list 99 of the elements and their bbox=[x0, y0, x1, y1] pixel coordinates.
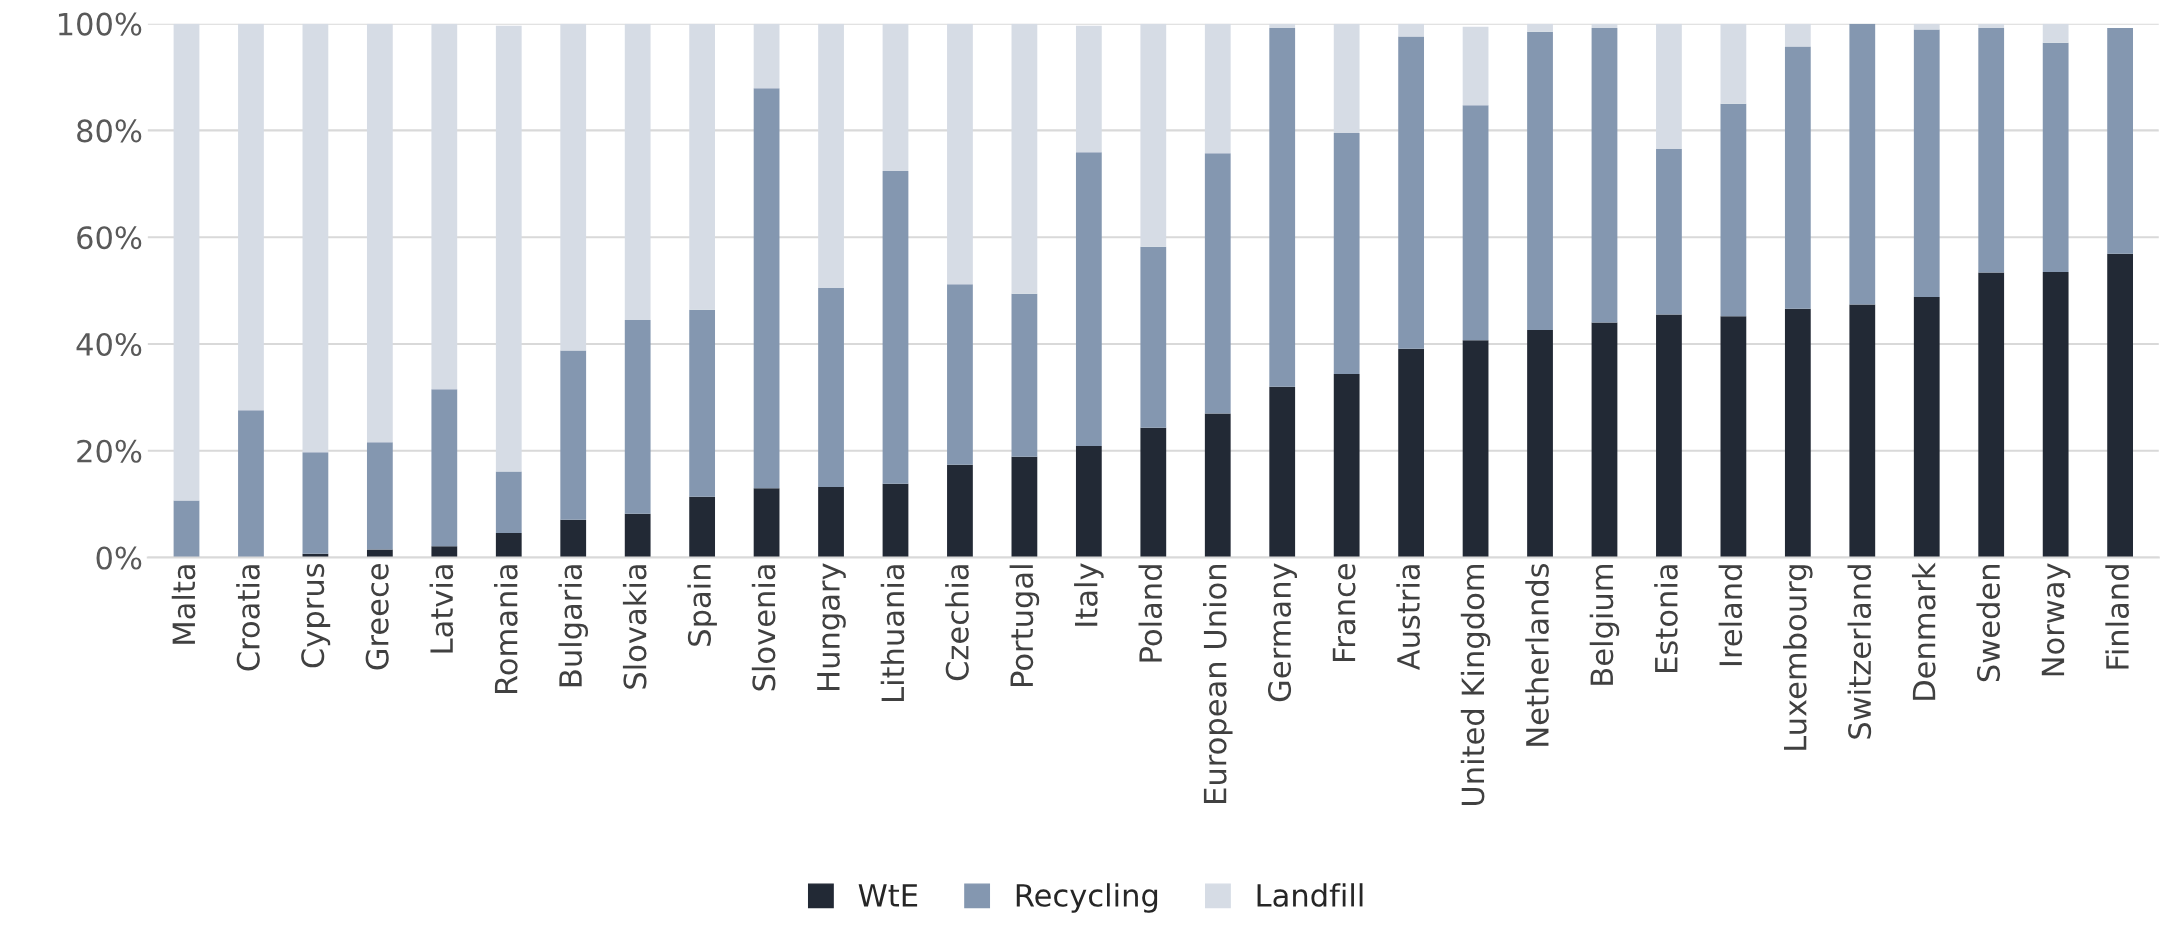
legend-label: Recycling bbox=[1016, 883, 1158, 913]
bar bbox=[238, 410, 264, 558]
bar bbox=[1591, 27, 1618, 323]
x-tick-label: European Union bbox=[1202, 565, 1233, 803]
x-tick-label: Netherlands bbox=[1525, 563, 1549, 746]
bar bbox=[1462, 340, 1489, 558]
y-tick-label: 0% bbox=[96, 546, 142, 570]
bar bbox=[495, 532, 522, 558]
bar bbox=[1720, 103, 1747, 317]
x-tick-label: Sweden bbox=[1976, 565, 2001, 682]
legend-label: Landfill bbox=[1257, 883, 1363, 907]
bar bbox=[366, 442, 393, 550]
x-tick-label: Bulgaria bbox=[558, 565, 589, 687]
bar bbox=[1398, 36, 1425, 349]
bar bbox=[560, 519, 587, 558]
bar bbox=[1849, 304, 1876, 558]
bar bbox=[624, 513, 651, 558]
bar bbox=[1527, 31, 1553, 331]
x-tick-label: Denmark bbox=[1911, 562, 1936, 700]
bar bbox=[818, 287, 844, 488]
x-tick-label: Italy bbox=[1074, 563, 1104, 626]
bar bbox=[2042, 271, 2069, 558]
x-tick-label: Poland bbox=[1138, 565, 1163, 662]
bar bbox=[1527, 330, 1553, 558]
bar bbox=[1656, 314, 1682, 558]
x-tick-label: Slovakia bbox=[622, 565, 647, 689]
bar bbox=[1656, 149, 1682, 315]
bar bbox=[1269, 27, 1296, 387]
bar bbox=[947, 464, 973, 558]
x-tick-label: Slovenia bbox=[751, 565, 776, 691]
x-tick-label: Norway bbox=[2041, 563, 2071, 676]
y-tick-label: 20% bbox=[77, 439, 142, 463]
bar bbox=[1462, 26, 1489, 106]
bar bbox=[624, 319, 651, 514]
x-tick-label: Lithuania bbox=[880, 565, 905, 701]
bar bbox=[1011, 293, 1038, 457]
y-tick-label: 60% bbox=[77, 226, 142, 250]
x-tick-label: Hungary bbox=[817, 563, 846, 690]
x-tick-label: Luxembourg bbox=[1783, 565, 1813, 750]
x-tick-label: Switzerland bbox=[1847, 565, 1872, 739]
x-tick-label: France bbox=[1332, 564, 1356, 662]
x-tick-label: Finland bbox=[2105, 565, 2129, 669]
x-tick-label: Romania bbox=[493, 565, 518, 694]
bar bbox=[1462, 105, 1489, 341]
bar bbox=[1204, 413, 1231, 558]
x-tick-label: Estonia bbox=[1654, 565, 1678, 672]
bar bbox=[1978, 27, 2005, 273]
legend-label: WtE bbox=[858, 884, 918, 907]
y-tick-label: 40% bbox=[76, 332, 142, 357]
bar bbox=[1204, 153, 1231, 414]
bar bbox=[1333, 373, 1360, 558]
bar bbox=[1720, 316, 1747, 558]
y-tick-label: 100% bbox=[58, 12, 142, 36]
bar bbox=[560, 350, 587, 520]
x-tick-label: Malta bbox=[171, 565, 196, 644]
bar bbox=[753, 88, 780, 489]
y-tick-label: 80% bbox=[77, 119, 142, 143]
bar bbox=[431, 389, 458, 547]
bar bbox=[1591, 322, 1618, 558]
bar bbox=[1978, 272, 2005, 558]
bar bbox=[1269, 386, 1296, 558]
bar bbox=[689, 496, 716, 558]
bar bbox=[947, 284, 973, 465]
x-tick-label: Spain bbox=[687, 565, 717, 646]
x-tick-label: Greece bbox=[365, 564, 389, 670]
x-tick-label: Cyprus bbox=[301, 563, 331, 668]
bar bbox=[1333, 133, 1360, 374]
bar bbox=[2107, 253, 2133, 558]
x-tick-label: Ireland bbox=[1718, 565, 1743, 666]
x-tick-label: Latvia bbox=[429, 565, 454, 653]
bar bbox=[1140, 427, 1167, 558]
bar bbox=[689, 309, 716, 497]
bar bbox=[1140, 246, 1167, 428]
x-tick-label: Germany bbox=[1267, 563, 1297, 702]
x-tick-label: Belgium bbox=[1589, 565, 1620, 685]
bar bbox=[818, 487, 844, 558]
bar bbox=[173, 500, 200, 558]
x-tick-label: Croatia bbox=[236, 565, 260, 671]
bar bbox=[1784, 46, 1811, 309]
bar bbox=[1849, 23, 1876, 305]
bar bbox=[1075, 152, 1102, 446]
x-tick-label: United Kingdom bbox=[1460, 565, 1491, 806]
bar bbox=[1075, 445, 1102, 558]
bar bbox=[2042, 42, 2069, 272]
bar bbox=[302, 452, 329, 554]
bar bbox=[753, 488, 780, 558]
bar bbox=[2107, 27, 2133, 254]
bar bbox=[495, 471, 522, 533]
bar bbox=[882, 170, 909, 484]
bar bbox=[431, 546, 458, 558]
bar bbox=[882, 483, 909, 558]
x-tick-label: Portugal bbox=[1009, 565, 1040, 686]
bar bbox=[1011, 456, 1038, 558]
x-tick-label: Austria bbox=[1396, 565, 1420, 671]
x-tick-label: Czechia bbox=[945, 565, 969, 681]
bar bbox=[1913, 29, 1940, 297]
bar bbox=[1913, 296, 1940, 558]
bar bbox=[1398, 348, 1425, 558]
bar bbox=[1784, 308, 1811, 558]
